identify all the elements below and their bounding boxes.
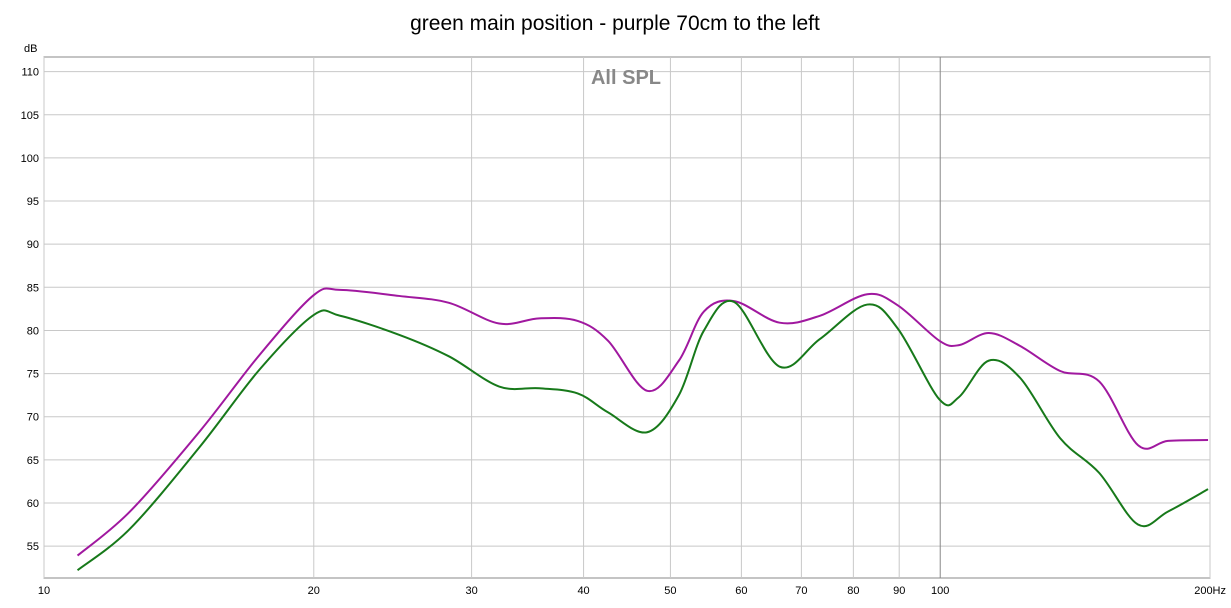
y-tick-label: 95 — [27, 196, 39, 208]
y-tick-label: 80 — [27, 325, 39, 337]
x-tick-label: 70 — [795, 585, 807, 597]
x-tick-label: 30 — [465, 585, 477, 597]
y-tick-label: 65 — [27, 455, 39, 467]
x-tick-label: 60 — [735, 585, 747, 597]
annotation: All SPL — [591, 67, 661, 89]
y-tick-label: 90 — [27, 239, 39, 251]
y-tick-label: 55 — [27, 541, 39, 553]
x-tick-label: 100 — [931, 585, 949, 597]
chart-title: green main position - purple 70cm to the… — [410, 12, 820, 35]
x-tick-label: 20 — [308, 585, 320, 597]
plot-area — [43, 56, 1211, 579]
y-tick-label: 70 — [27, 412, 39, 424]
y-tick-label: 85 — [27, 282, 39, 294]
y-tick-label: 105 — [21, 110, 39, 122]
series-line — [76, 287, 1209, 557]
y-tick-label: 60 — [27, 498, 39, 510]
x-tick-label: 80 — [847, 585, 859, 597]
y-tick-label: 75 — [27, 369, 39, 381]
x-tick-label: 10 — [38, 585, 50, 597]
x-tick-label: 90 — [893, 585, 905, 597]
y-tick-label: 110 — [21, 67, 39, 79]
series-line — [76, 299, 1209, 572]
y-axis-label: dB — [24, 43, 37, 55]
y-tick-label: 100 — [21, 153, 39, 165]
x-tick-label: 40 — [577, 585, 589, 597]
x-tick-label: 50 — [664, 585, 676, 597]
x-tick-label: 200Hz — [1194, 585, 1226, 597]
